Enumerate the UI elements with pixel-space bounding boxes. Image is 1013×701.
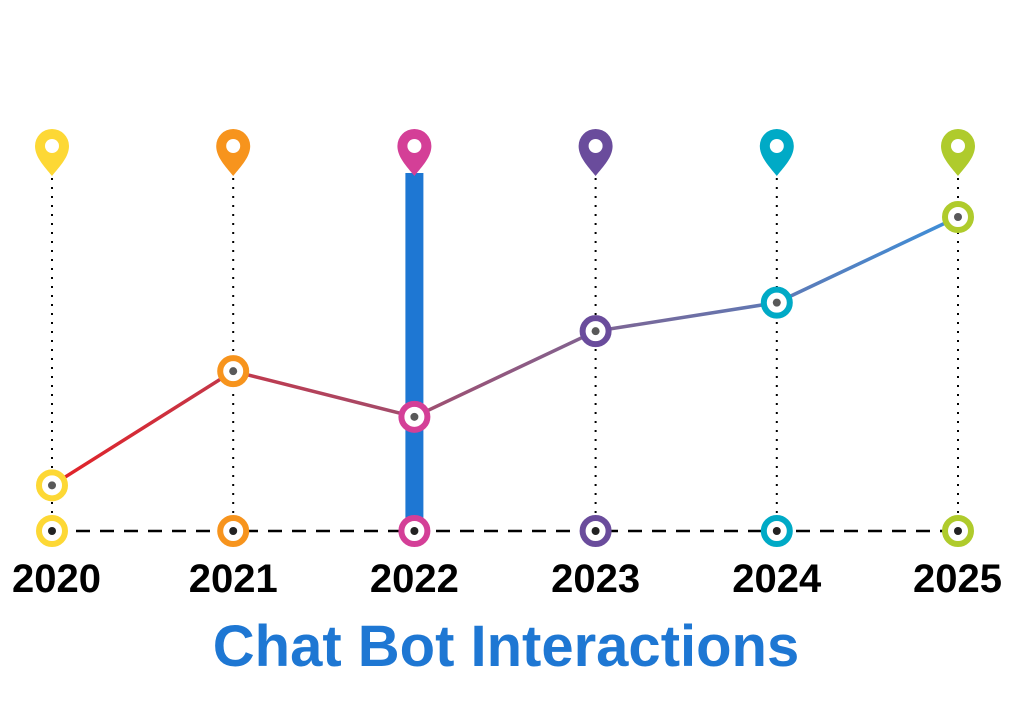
data-points [36, 201, 974, 502]
data-point-2025 [942, 201, 974, 233]
map-pin-icon-2020 [35, 129, 69, 176]
x-tick-label-2021: 2021 [189, 557, 278, 601]
map-pin-icon-2025 [941, 129, 975, 176]
data-point-2021 [217, 355, 250, 388]
year-pins [35, 129, 975, 176]
map-pin-icon-2022 [397, 129, 432, 176]
baseline-markers [36, 515, 974, 547]
x-tick-label-2025: 2025 [913, 557, 1002, 601]
map-pin-icon-2023 [578, 129, 613, 176]
series-line [51, 215, 959, 487]
x-tick-label-2022: 2022 [370, 557, 459, 601]
map-pin-icon-2024 [759, 129, 794, 176]
data-point-2020 [36, 469, 68, 502]
baseline-marker-2022 [398, 515, 431, 547]
baseline-marker-2020 [36, 515, 68, 547]
chart-title: Chat Bot Interactions [213, 614, 800, 679]
baseline-marker-2023 [579, 515, 612, 547]
x-tick-label-2024: 2024 [732, 557, 822, 601]
guide-lines [51, 178, 959, 531]
baseline-marker-2025 [942, 515, 974, 547]
x-tick-labels: 2020 2021 2022 2023 2024 2025 [12, 557, 1002, 601]
x-tick-label-2020: 2020 [12, 557, 101, 601]
x-tick-label-2023: 2023 [551, 557, 640, 601]
data-point-2023 [579, 315, 612, 348]
highlight-bar [405, 173, 424, 531]
baseline-marker-2024 [760, 515, 793, 547]
baseline-marker-2021 [217, 515, 250, 547]
data-point-2024 [760, 286, 793, 319]
map-pin-icon-2021 [216, 129, 251, 176]
data-point-2022 [398, 400, 431, 433]
